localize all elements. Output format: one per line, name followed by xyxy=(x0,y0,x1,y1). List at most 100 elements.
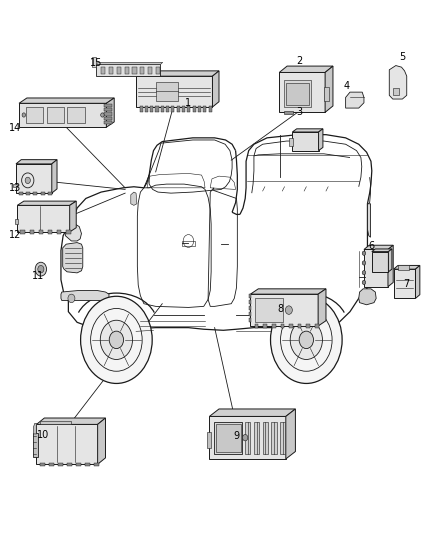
Bar xyxy=(96,64,160,76)
Bar xyxy=(117,67,121,74)
Polygon shape xyxy=(364,245,393,249)
Polygon shape xyxy=(36,418,106,424)
Bar xyxy=(66,230,71,233)
Circle shape xyxy=(22,113,25,117)
Bar xyxy=(46,107,64,123)
Bar xyxy=(67,463,72,466)
Polygon shape xyxy=(318,129,323,151)
Polygon shape xyxy=(367,204,371,237)
Bar xyxy=(280,422,286,454)
Circle shape xyxy=(243,434,248,441)
Bar xyxy=(101,67,106,74)
Bar xyxy=(182,106,185,112)
Text: 9: 9 xyxy=(233,431,240,441)
Bar xyxy=(17,205,70,232)
Bar xyxy=(109,67,113,74)
Bar xyxy=(281,325,284,328)
Polygon shape xyxy=(61,290,109,301)
Polygon shape xyxy=(40,421,71,424)
Bar xyxy=(289,325,293,328)
Bar xyxy=(324,87,329,101)
Bar xyxy=(255,298,283,322)
Circle shape xyxy=(290,320,322,359)
Bar xyxy=(140,106,143,112)
Circle shape xyxy=(100,320,133,359)
Bar xyxy=(255,325,258,328)
Bar xyxy=(148,67,152,74)
Bar xyxy=(249,294,251,298)
Bar xyxy=(209,416,286,459)
Polygon shape xyxy=(106,98,114,127)
Bar xyxy=(124,67,129,74)
Bar xyxy=(272,422,277,454)
Bar xyxy=(58,463,63,466)
Bar xyxy=(48,230,52,233)
Bar xyxy=(36,424,98,464)
Bar xyxy=(26,107,43,123)
Bar xyxy=(254,422,259,454)
Polygon shape xyxy=(251,289,326,294)
Bar xyxy=(41,191,45,195)
Bar xyxy=(249,312,251,317)
Polygon shape xyxy=(394,265,420,269)
Circle shape xyxy=(299,331,314,349)
Polygon shape xyxy=(212,71,219,107)
Bar xyxy=(307,325,310,328)
Polygon shape xyxy=(131,192,137,205)
Circle shape xyxy=(109,331,124,349)
Bar xyxy=(315,325,318,328)
Circle shape xyxy=(362,271,366,275)
Bar xyxy=(155,82,177,101)
Bar xyxy=(364,249,388,287)
Bar xyxy=(272,325,276,328)
Bar xyxy=(104,121,112,124)
Bar xyxy=(33,191,37,195)
Text: 6: 6 xyxy=(369,241,375,251)
Polygon shape xyxy=(13,184,17,187)
Circle shape xyxy=(362,261,366,265)
Text: 1: 1 xyxy=(185,98,191,108)
Bar xyxy=(292,132,318,151)
Bar xyxy=(94,463,99,466)
Polygon shape xyxy=(393,88,399,95)
Circle shape xyxy=(286,306,292,314)
Bar xyxy=(39,230,43,233)
Polygon shape xyxy=(136,71,219,76)
Bar xyxy=(104,108,112,111)
Polygon shape xyxy=(389,249,392,272)
Polygon shape xyxy=(63,243,83,273)
Bar xyxy=(182,241,195,246)
Bar xyxy=(40,463,45,466)
Bar xyxy=(136,76,212,107)
Polygon shape xyxy=(92,56,96,67)
Bar xyxy=(193,106,196,112)
Polygon shape xyxy=(279,66,333,72)
Bar xyxy=(251,294,318,326)
Text: 3: 3 xyxy=(296,107,302,117)
Bar xyxy=(33,433,38,457)
Bar xyxy=(207,432,211,448)
Polygon shape xyxy=(52,160,57,193)
Polygon shape xyxy=(286,409,295,459)
Bar xyxy=(104,112,112,116)
Circle shape xyxy=(25,177,30,183)
Polygon shape xyxy=(70,201,76,232)
Circle shape xyxy=(362,280,366,285)
Polygon shape xyxy=(389,66,407,99)
Bar xyxy=(245,422,251,454)
Bar xyxy=(214,422,242,454)
Bar xyxy=(26,191,30,195)
Circle shape xyxy=(38,265,44,273)
Bar xyxy=(161,106,164,112)
Bar xyxy=(298,325,301,328)
Polygon shape xyxy=(14,219,18,224)
Polygon shape xyxy=(318,289,326,326)
Circle shape xyxy=(68,294,75,303)
Bar xyxy=(249,306,251,310)
Circle shape xyxy=(35,262,46,276)
Text: 10: 10 xyxy=(37,430,49,440)
Bar xyxy=(398,265,409,270)
Bar xyxy=(145,106,148,112)
Polygon shape xyxy=(19,98,114,103)
Polygon shape xyxy=(17,201,76,205)
